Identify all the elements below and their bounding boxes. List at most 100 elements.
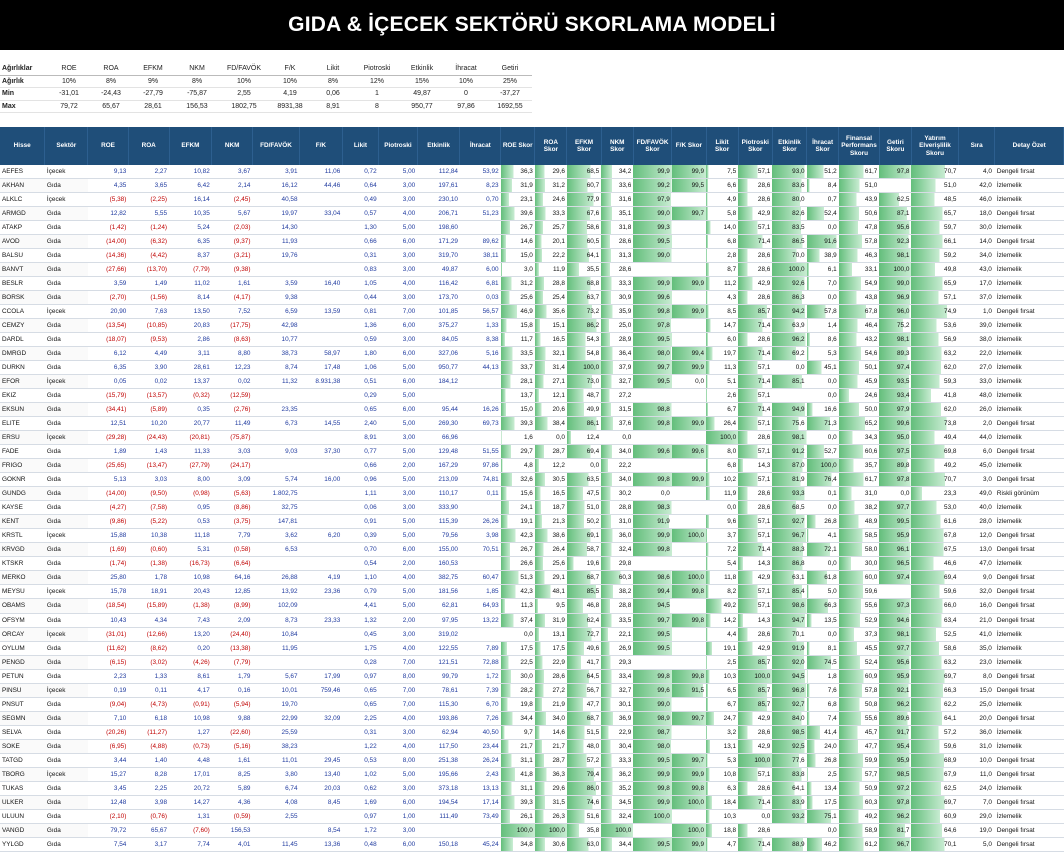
table-row[interactable]: ELITE Gıda 12,51 10,20 20,77 11,49 6,73 14,55 2,…: [0, 416, 1064, 432]
table-row[interactable]: KRSTL İçecek 15,88 10,38 11,18 7,79 3,62 6,20 0,…: [0, 528, 1064, 544]
metric-cell: 1,79: [211, 669, 253, 684]
column-header[interactable]: İhracat: [459, 127, 502, 165]
table-row[interactable]: MERKO Gıda 25,80 1,78 10,98 64,16 26,88 4,19 1,1…: [0, 570, 1064, 586]
score-cell: 99,5: [633, 753, 672, 768]
metric-cell: 0,65: [342, 402, 379, 418]
table-row[interactable]: ORCAY İçecek (31,01) (12,66) 13,20 (24,40) 10,…: [0, 627, 1064, 642]
column-header[interactable]: ROE: [87, 127, 129, 165]
table-row[interactable]: BALSU Gıda (14,36) (4,42) 8,37 (3,21) 19,76 0,3…: [0, 248, 1064, 264]
column-header[interactable]: Likit: [342, 127, 380, 165]
sector-cell: İçecek: [44, 683, 88, 698]
column-header[interactable]: Getiri Skoru: [879, 127, 912, 165]
column-header[interactable]: Etkinlik: [417, 127, 461, 165]
table-row[interactable]: ALKLC İçecek (5,38) (2,25) 16,14 (2,45) 40,58 0…: [0, 192, 1064, 208]
metric-cell: 5,13: [87, 472, 129, 488]
table-row[interactable]: PNSUT Gıda (9,04) (4,73) (0,91) (5,94) 19,70 0,…: [0, 697, 1064, 712]
score-cell: 32,7: [601, 683, 634, 698]
column-header[interactable]: Etkinlik Skor: [772, 127, 808, 165]
score-cell: 7,4: [806, 711, 839, 726]
table-row[interactable]: TUKAS Gıda 3,45 2,25 20,72 5,89 6,74 20,03 0,62 3…: [0, 781, 1064, 796]
score-cell: 96,2: [879, 697, 912, 712]
table-row[interactable]: GOKNR Gıda 5,13 3,03 8,00 3,09 5,74 16,00 0,96 5,…: [0, 472, 1064, 488]
score-cell: 100,0: [806, 458, 839, 474]
table-row[interactable]: ULUUN Gıda (2,10) (0,76) 1,31 (0,59) 2,55 0,97 1…: [0, 809, 1064, 824]
column-header[interactable]: ROE Skor: [500, 127, 536, 165]
column-header[interactable]: Hisse: [0, 127, 46, 165]
column-header[interactable]: Detay Özet: [994, 127, 1064, 165]
table-row[interactable]: KENT Gıda (9,86) (5,22) 0,53 (3,75) 147,81 0,91…: [0, 514, 1064, 530]
table-row[interactable]: ARMGD Gıda 12,82 5,55 10,35 5,67 19,97 33,04 0,5…: [0, 206, 1064, 222]
table-row[interactable]: DURKN Gıda 6,35 3,90 28,61 12,23 8,74 17,48 1,06…: [0, 360, 1064, 376]
score-cell: 18,4: [706, 795, 739, 810]
ticker-cell: DMRGD: [0, 346, 45, 362]
table-row[interactable]: AKHAN Gıda 4,35 3,65 6,42 2,14 16,12 44,46 0,64 3…: [0, 178, 1064, 194]
column-header[interactable]: İhracat Skor: [806, 127, 840, 165]
table-row[interactable]: AVOD Gıda (14,00) (6,32) 6,35 (9,37) 11,93 0,66…: [0, 234, 1064, 250]
table-row[interactable]: PINSU İçecek 0,19 0,11 4,17 0,16 10,01 759,46 0,…: [0, 683, 1064, 698]
table-row[interactable]: BORSK Gıda (2,70) (1,56) 8,14 (4,17) 9,38 0,44 3…: [0, 290, 1064, 306]
table-row[interactable]: CEMZY Gıda (13,54) (10,85) 20,83 (17,75) 42,98…: [0, 318, 1064, 334]
table-row[interactable]: EKSUN Gıda (34,41) (5,89) 0,35 (2,76) 23,35 0,6…: [0, 402, 1064, 418]
column-header[interactable]: Piotroski Skor: [738, 127, 773, 165]
table-row[interactable]: SOKE Gıda (6,95) (4,88) (0,73) (5,16) 38,23 1,2…: [0, 739, 1064, 754]
score-cell: 28,8: [601, 500, 634, 516]
column-header[interactable]: Sektör: [44, 127, 89, 165]
column-header[interactable]: EFKM Skor: [566, 127, 602, 165]
table-row[interactable]: BANVT Gıda (27,66) (13,70) (7,79) (9,38) 0,83 3…: [0, 262, 1064, 278]
table-row[interactable]: OBAMS Gıda (18,54) (15,89) (1,38) (8,99) 102,0…: [0, 598, 1064, 614]
table-row[interactable]: DMRGD Gıda 6,12 4,49 3,11 8,80 38,73 58,97 1,80 6…: [0, 346, 1064, 362]
table-row[interactable]: SELVA Gıda (20,26) (11,27) 1,27 (22,60) 25,59 0…: [0, 725, 1064, 740]
column-header[interactable]: Sıra: [958, 127, 996, 165]
table-row[interactable]: EFOR İçecek 0,05 0,02 13,37 0,02 11,32 8.931,38…: [0, 374, 1064, 390]
table-row[interactable]: KRVGD Gıda (1,69) (0,60) 5,31 (0,58) 6,53 0,70 6…: [0, 542, 1064, 558]
metric-cell: 60,47: [459, 570, 501, 586]
table-row[interactable]: TATGD Gıda 3,44 1,40 4,48 1,61 11,01 29,45 0,53 8…: [0, 753, 1064, 768]
table-row[interactable]: PENGD Gıda (6,15) (3,02) (4,26) (7,79) 0,28 7,0…: [0, 655, 1064, 670]
table-row[interactable]: ULKER Gıda 12,48 3,98 14,27 4,36 4,08 8,45 1,69 6…: [0, 795, 1064, 810]
table-row[interactable]: GUNDG Gıda (14,00) (9,50) (0,98) (5,63) 1.802,…: [0, 486, 1064, 502]
column-header[interactable]: FD/FAVÖK Skor: [633, 127, 673, 165]
table-row[interactable]: KAYSE Gıda (4,27) (7,58) 0,95 (8,86) 32,75 0,06…: [0, 500, 1064, 516]
detail-summary-cell: Dengeli fırsat: [994, 683, 1064, 698]
column-header[interactable]: Yatırım Elverişlilik Skoru: [911, 127, 960, 165]
column-header[interactable]: F/K Skor: [671, 127, 707, 165]
score-cell: 28,1: [500, 374, 535, 390]
table-row[interactable]: OYLUM Gıda (11,62) (8,62) 0,20 (13,38) 11,95 1,…: [0, 641, 1064, 656]
metric-cell: (4,17): [211, 290, 253, 306]
table-row[interactable]: FRIGO Gıda (25,65) (13,47) (27,79) (24,17) 0,6…: [0, 458, 1064, 474]
table-row[interactable]: FADE Gıda 1,89 1,43 11,33 3,03 9,03 37,30 0,77 5,…: [0, 444, 1064, 460]
metric-cell: 2,14: [211, 178, 253, 194]
column-header[interactable]: NKM: [211, 127, 253, 165]
table-row[interactable]: BESLR Gıda 3,59 1,49 11,02 1,61 3,59 16,40 1,05 4…: [0, 276, 1064, 292]
table-row[interactable]: VANGD Gıda 79,72 65,67 (7,60) 156,53 8,54 1,72 3…: [0, 823, 1064, 838]
column-header[interactable]: Likit Skor: [706, 127, 739, 165]
table-row[interactable]: AEFES İçecek 9,13 2,27 10,82 3,67 3,91 11,06 0,7…: [0, 165, 1064, 179]
table-row[interactable]: YYLGD Gıda 7,54 3,17 7,74 4,01 11,45 13,36 0,48 6…: [0, 837, 1064, 852]
table-row[interactable]: CCOLA İçecek 20,90 7,63 13,50 7,52 6,59 13,59 0,…: [0, 304, 1064, 320]
table-row[interactable]: ATAKP Gıda (1,42) (1,24) 5,24 (2,03) 14,30 1,30…: [0, 220, 1064, 236]
table-row[interactable]: DARDL Gıda (18,07) (9,53) 2,86 (8,63) 10,77 0,5…: [0, 332, 1064, 348]
table-row[interactable]: OFSYM Gıda 10,43 4,34 7,43 2,09 8,73 23,33 1,32 2…: [0, 613, 1064, 628]
column-header[interactable]: Finansal Performans Skoru: [838, 127, 880, 165]
table-row[interactable]: ERSU İçecek (29,28) (24,43) (20,81) (75,87) 8,…: [0, 430, 1064, 446]
column-header[interactable]: ROA: [128, 127, 170, 165]
table-row[interactable]: KTSKR Gıda (1,74) (1,38) (16,73) (6,64) 0,54 2,…: [0, 556, 1064, 572]
column-header[interactable]: F/K: [299, 127, 343, 165]
table-row[interactable]: TBORG İçecek 15,27 8,28 17,01 8,25 3,80 13,40 1,…: [0, 767, 1064, 782]
score-cell: 99,5: [633, 374, 672, 390]
column-header[interactable]: NKM Skor: [601, 127, 634, 165]
score-cell: 49,6: [566, 641, 602, 656]
table-row[interactable]: PETUN Gıda 2,23 1,33 8,61 1,79 5,67 17,99 0,97 8,…: [0, 669, 1064, 684]
column-header[interactable]: EFKM: [169, 127, 213, 165]
metric-cell: [252, 823, 300, 838]
score-cell: 50,2: [566, 514, 602, 530]
table-row[interactable]: SEGMN Gıda 7,10 6,18 10,98 9,88 22,99 32,09 2,25…: [0, 711, 1064, 726]
table-row[interactable]: EKIZ Gıda (15,79) (13,57) (0,32) (12,59) 0,29 5…: [0, 388, 1064, 404]
table-row[interactable]: MEYSU İçecek 15,78 18,91 20,43 12,85 13,92 23,3…: [0, 584, 1064, 600]
column-header[interactable]: Piotroski: [378, 127, 418, 165]
ticker-cell: EKIZ: [0, 388, 45, 404]
weights-column-header: ROE: [48, 63, 90, 76]
column-header[interactable]: FD/FAVÖK: [252, 127, 301, 165]
column-header[interactable]: ROA Skor: [534, 127, 568, 165]
ticker-cell: OFSYM: [0, 613, 45, 628]
